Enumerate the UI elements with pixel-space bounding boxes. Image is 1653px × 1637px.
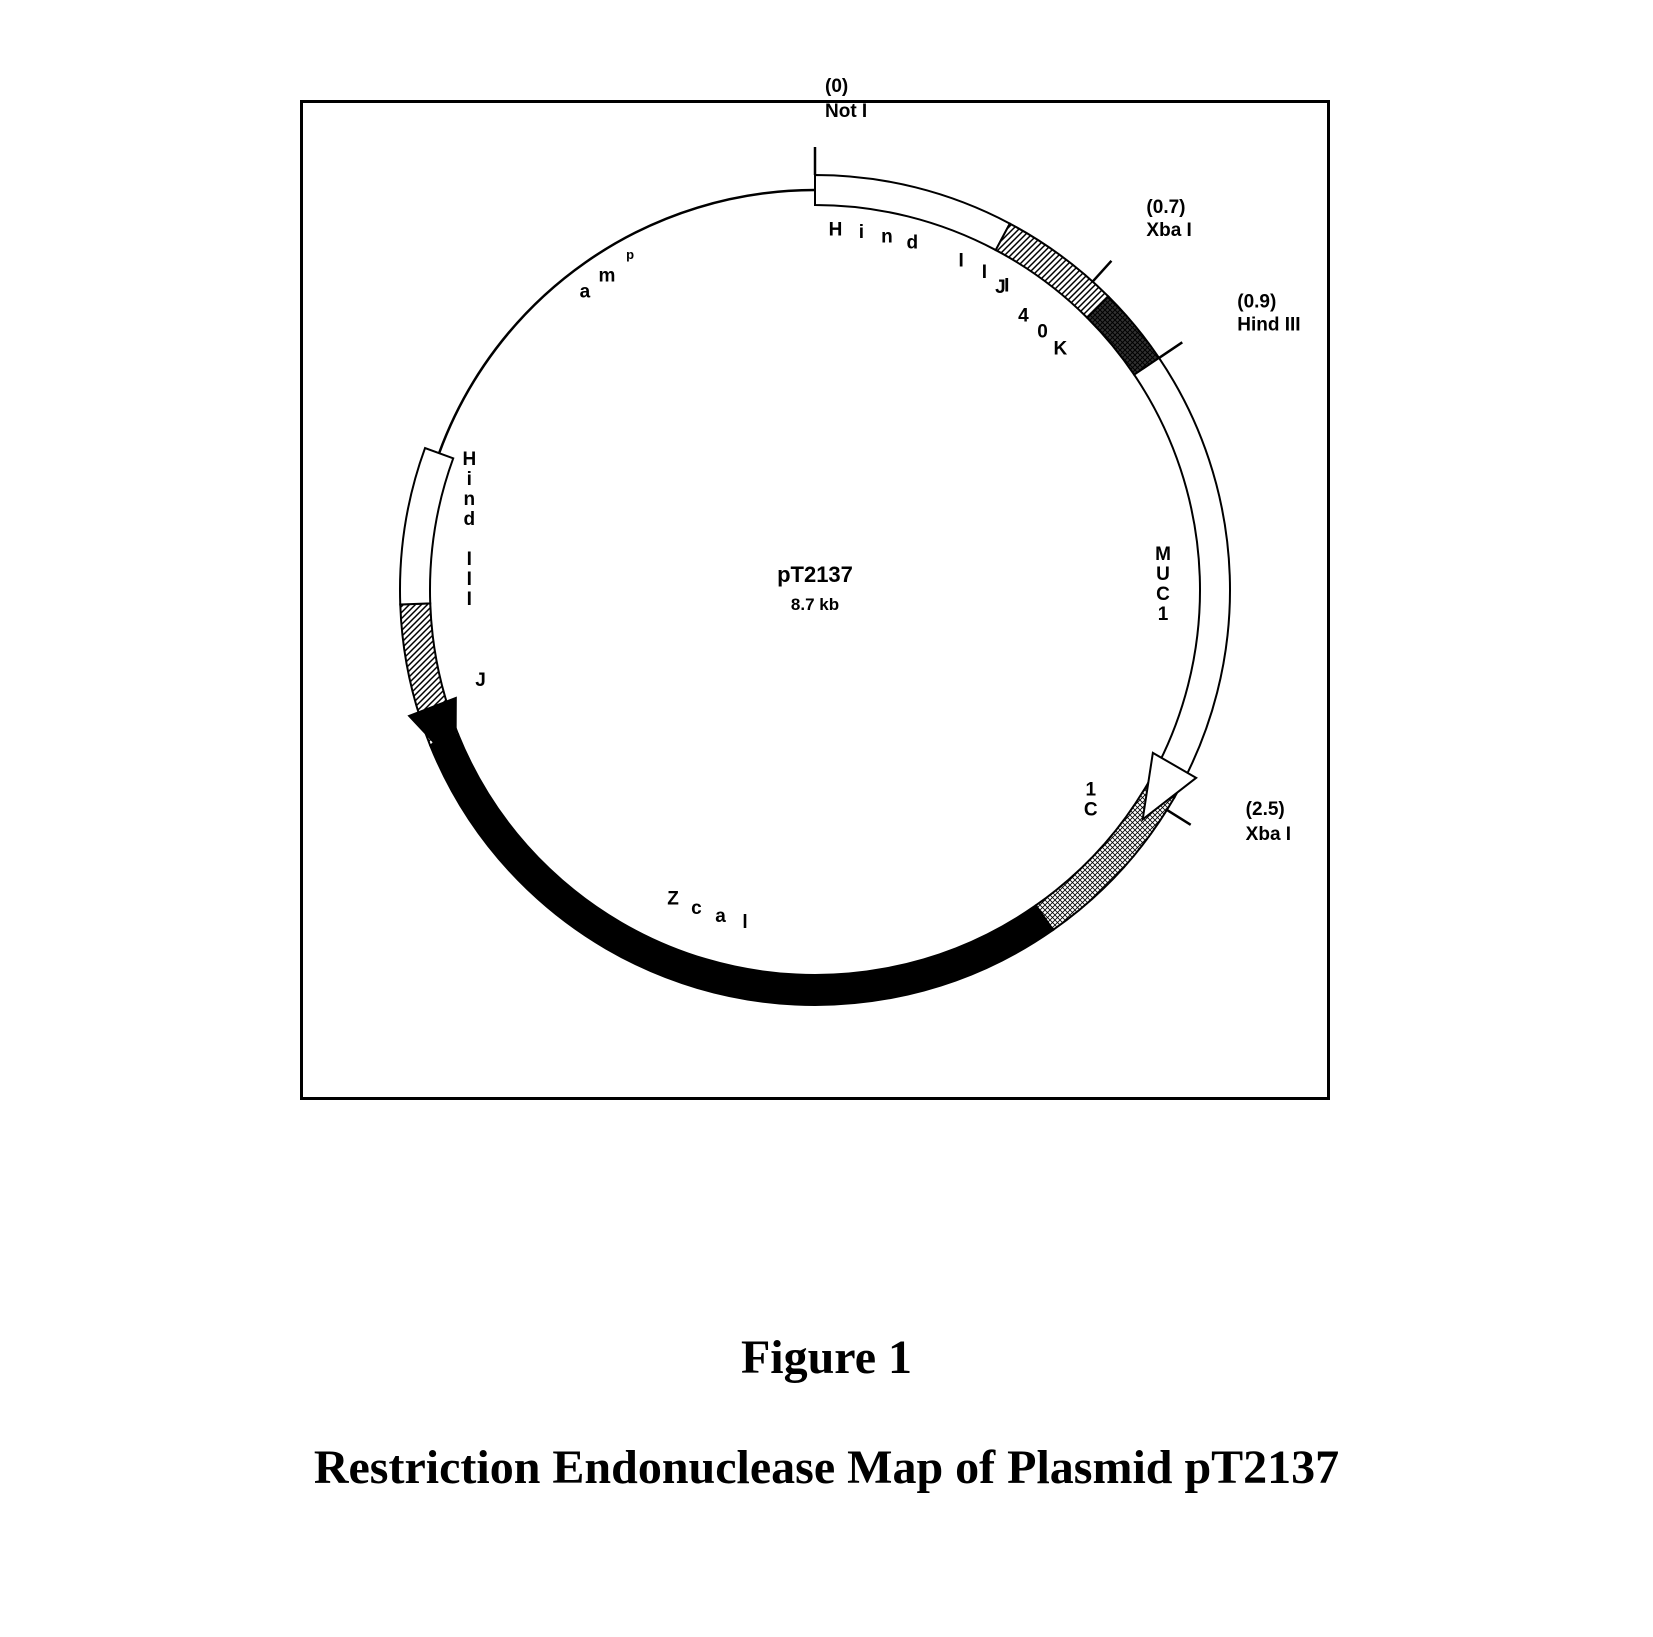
label-J: J <box>995 277 1006 298</box>
site-tick-XbaI <box>1167 810 1191 825</box>
label-J: J <box>475 670 486 691</box>
label-lacZ-char2: c <box>691 898 702 919</box>
label-Hind III-char5: I <box>467 549 472 570</box>
figure-number: Figure 1 <box>0 1330 1653 1385</box>
segment-40K-J-region <box>996 224 1109 318</box>
segment-HindIII-lower-region <box>400 448 453 604</box>
label-MUC1-char1: U <box>1156 564 1170 585</box>
label-40K-char1: 0 <box>1037 321 1048 342</box>
label-Hind III-char3: d <box>464 509 476 530</box>
label-Hind III-char1: i <box>859 222 864 243</box>
label-lacZ-char0: l <box>742 912 747 933</box>
site-name-XbaI: Xba I <box>1246 824 1291 845</box>
site-tick-HindIII <box>1159 342 1182 358</box>
label-MUC1-char0: M <box>1155 544 1171 565</box>
plasmid-name: pT2137 <box>777 562 853 587</box>
site-tick-XbaI <box>1093 261 1112 282</box>
plasmid-size: 8.7 kb <box>791 595 839 614</box>
label-40K-char2: K <box>1054 339 1068 360</box>
site-position-(0): (0) <box>825 76 848 97</box>
label-amp-char0: a <box>580 282 591 303</box>
site-name-HindIII: Hind III <box>1237 314 1300 335</box>
label-Hind III-char3: d <box>906 233 918 254</box>
site-position-(0.7): (0.7) <box>1146 197 1185 218</box>
plasmid-map: (0)Not I(0.7)Xba I(0.9)Hind III(2.5)Xba … <box>0 0 1653 1200</box>
label-Hind III-char0: H <box>829 220 843 241</box>
segment-XbaI-to-HindIII-region <box>1087 297 1159 375</box>
site-position-(0.9): (0.9) <box>1237 291 1276 312</box>
label-Hind III-char1: i <box>467 469 472 490</box>
label-amp-char1: m <box>599 266 616 287</box>
label-MUC1-char3: 1 <box>1158 604 1169 625</box>
label-C1-char0: C <box>1084 799 1098 820</box>
label-40K-char0: 4 <box>1018 305 1029 326</box>
site-name-XbaI: Xba I <box>1146 220 1191 241</box>
segment-MUC1-region <box>1134 358 1230 798</box>
label-C1-char1: 1 <box>1086 779 1097 800</box>
label-Hind III-char2: n <box>464 489 476 510</box>
label-Hind III-char2: n <box>881 226 893 247</box>
label-Hind III-char5: I <box>958 250 963 271</box>
label-amp-char2: p <box>626 247 634 262</box>
label-lacZ-char3: Z <box>667 888 679 909</box>
site-position-(2.5): (2.5) <box>1246 799 1285 820</box>
segment-lacZ-region <box>430 734 1053 1005</box>
label-lacZ-char1: a <box>715 906 726 927</box>
label-Hind III-char6: I <box>467 569 472 590</box>
label-Hind III-char7: I <box>467 589 472 610</box>
figure-title: Restriction Endonuclease Map of Plasmid … <box>0 1440 1653 1495</box>
label-Hind III-char6: I <box>982 262 987 283</box>
label-Hind III-char0: H <box>462 449 476 470</box>
site-name-NotI: Not I <box>825 101 867 122</box>
backbone-arc <box>439 190 815 453</box>
label-MUC1-char2: C <box>1156 584 1170 605</box>
